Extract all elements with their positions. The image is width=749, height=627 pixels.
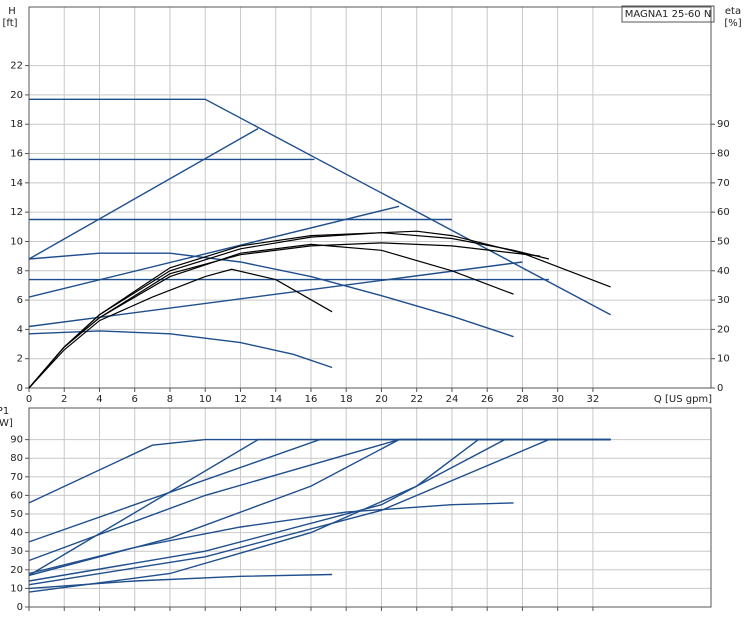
- y-tick-label: 2: [17, 354, 23, 365]
- y-tick-label: 10: [10, 236, 23, 247]
- curve: [28, 205, 400, 298]
- y2-tick-label: 50: [717, 236, 730, 247]
- plot-frame: [28, 6, 712, 389]
- y-tick-label: 50: [10, 509, 23, 520]
- y-unit: [W]: [0, 418, 13, 429]
- x-label: Q [US gpm]: [654, 394, 712, 405]
- curve: [28, 330, 333, 369]
- curve: [28, 438, 611, 577]
- y2-tick-label: 90: [717, 119, 730, 130]
- y-tick-label: 0: [17, 383, 23, 394]
- curve: [29, 98, 611, 316]
- y-tick-label: 22: [10, 61, 23, 72]
- y-unit: [ft]: [2, 18, 17, 29]
- y-tick-label: 12: [10, 207, 23, 218]
- plot-frame: [28, 407, 712, 608]
- y-tick-label: 18: [10, 119, 23, 130]
- x-tick-label: 14: [269, 394, 282, 405]
- y-tick-label: 6: [17, 295, 23, 306]
- chart-title: MAGNA1 25-60 N: [625, 9, 712, 20]
- y-tick-label: 70: [10, 472, 23, 483]
- x-tick-label: 20: [375, 394, 388, 405]
- y2-tick-label: 30: [717, 295, 730, 306]
- x-tick-label: 12: [234, 394, 247, 405]
- curve: [28, 268, 333, 389]
- y-tick-label: 14: [10, 178, 23, 189]
- curve: [28, 127, 259, 260]
- y-tick-label: 40: [10, 528, 23, 539]
- y2-unit: [%]: [724, 18, 741, 29]
- x-tick-label: 2: [61, 394, 67, 405]
- y2-tick-label: 70: [717, 178, 730, 189]
- curve: [28, 252, 514, 338]
- x-tick-label: 18: [340, 394, 353, 405]
- curve: [28, 232, 550, 389]
- x-tick-label: 10: [199, 394, 212, 405]
- y2-tick-label: 60: [717, 207, 730, 218]
- y-tick-label: 20: [10, 565, 23, 576]
- y2-tick-label: 40: [717, 266, 730, 277]
- y-tick-label: 30: [10, 546, 23, 557]
- y-tick-label: 20: [10, 90, 23, 101]
- x-tick-label: 30: [551, 394, 564, 405]
- y2-tick-label: 20: [717, 324, 730, 335]
- y-tick-label: 80: [10, 453, 23, 464]
- y-label: P1: [0, 406, 9, 417]
- y-tick-label: 10: [10, 583, 23, 594]
- curve: [28, 438, 611, 504]
- x-tick-label: 0: [26, 394, 32, 405]
- x-tick-label: 24: [446, 394, 459, 405]
- x-tick-label: 28: [516, 394, 529, 405]
- y-tick-label: 16: [10, 149, 23, 160]
- x-tick-label: 6: [132, 394, 138, 405]
- y-tick-label: 90: [10, 435, 23, 446]
- y2-label: eta: [725, 6, 741, 17]
- y2-tick-label: 0: [717, 383, 723, 394]
- curve: [28, 438, 611, 582]
- y-tick-label: 8: [17, 266, 23, 277]
- title-box: [621, 5, 715, 23]
- curve: [28, 438, 611, 593]
- y-tick-label: 0: [17, 602, 23, 613]
- x-tick-label: 22: [410, 394, 423, 405]
- x-tick-label: 32: [587, 394, 600, 405]
- x-tick-label: 8: [167, 394, 173, 405]
- curve: [28, 502, 514, 575]
- x-tick-label: 4: [96, 394, 102, 405]
- x-tick-label: 16: [305, 394, 318, 405]
- curve: [28, 242, 541, 389]
- y-tick-label: 60: [10, 490, 23, 501]
- x-tick-label: 26: [481, 394, 494, 405]
- y2-tick-label: 10: [717, 354, 730, 365]
- y-label: H: [8, 6, 16, 17]
- y2-tick-label: 80: [717, 149, 730, 160]
- y-tick-label: 4: [17, 324, 23, 335]
- curve: [28, 438, 611, 577]
